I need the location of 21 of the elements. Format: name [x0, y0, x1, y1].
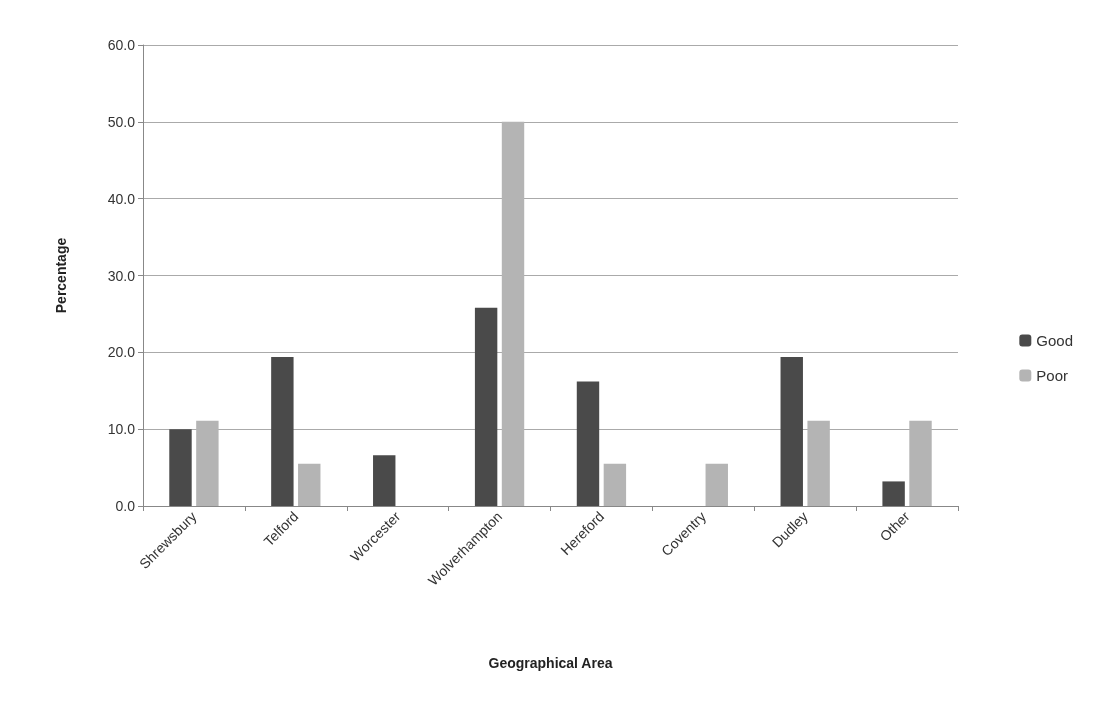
- y-tick-label: 0.0: [115, 498, 136, 514]
- bar: [882, 481, 905, 506]
- bar: [298, 463, 321, 506]
- bar: [705, 463, 728, 506]
- y-tick-label: 60.0: [107, 37, 136, 53]
- bar: [373, 455, 396, 506]
- legend-label: Poor: [1036, 367, 1068, 384]
- bar: [780, 356, 803, 506]
- y-axis-title: Percentage: [53, 237, 69, 314]
- y-tick-label: 40.0: [107, 190, 136, 207]
- bar: [474, 307, 498, 506]
- x-axis-title: Geographical Area: [488, 655, 613, 671]
- y-tick-label: 30.0: [107, 267, 136, 284]
- y-tick-label: 50.0: [107, 113, 136, 130]
- bar: [603, 463, 627, 506]
- legend-label: Good: [1036, 332, 1074, 349]
- bar: [169, 429, 192, 506]
- bar: [271, 356, 294, 506]
- y-tick-label: 20.0: [107, 344, 136, 361]
- y-tick-label: 10.0: [107, 421, 136, 438]
- bar: [576, 381, 600, 506]
